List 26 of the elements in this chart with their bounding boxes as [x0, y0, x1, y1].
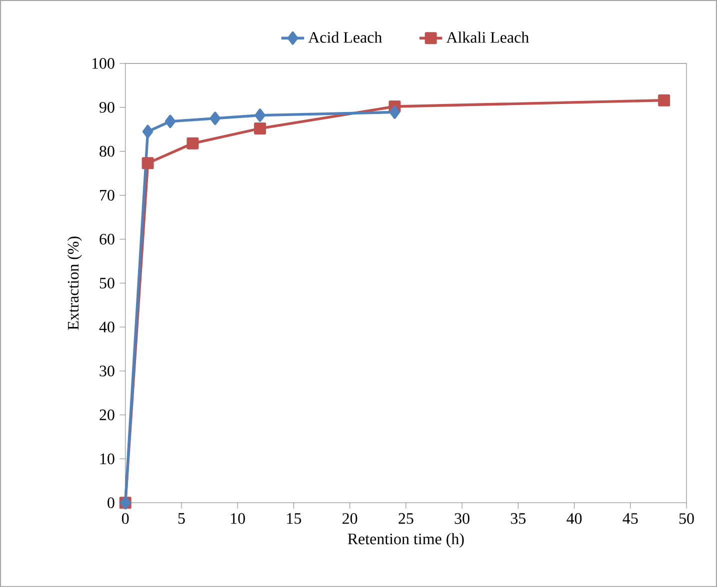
y-tick-label: 70 [100, 190, 114, 201]
x-tick-label: 0 [122, 513, 129, 524]
legend-label: Alkali Leach [446, 31, 529, 43]
legend-label: Acid Leach [308, 31, 382, 43]
x-tick-label: 40 [566, 513, 582, 524]
x-tick-label: 30 [454, 513, 470, 524]
x-tick-label: 20 [342, 513, 358, 524]
y-tick-label: 20 [100, 409, 114, 420]
x-tick-label: 45 [622, 513, 638, 524]
y-tick-label: 50 [100, 278, 114, 288]
x-tick-label: 5 [178, 513, 185, 524]
x-axis-title: Retention time (h) [348, 532, 464, 548]
y-tick-label: 10 [100, 453, 114, 464]
x-tick-label: 50 [679, 513, 694, 524]
y-tick-label: 100 [92, 58, 114, 69]
y-tick-label: 60 [100, 234, 114, 244]
y-tick-label: 80 [100, 146, 114, 157]
x-tick-label: 10 [230, 513, 245, 524]
y-axis-title: Extraction (%) [67, 236, 82, 330]
x-tick-label: 15 [287, 513, 302, 524]
y-tick-label: 0 [108, 497, 114, 508]
y-tick-label: 90 [100, 102, 114, 113]
y-tick-label: 30 [100, 365, 114, 376]
y-tick-label: 40 [99, 322, 114, 332]
x-tick-label: 35 [510, 513, 526, 524]
x-tick-label: 25 [398, 513, 414, 524]
